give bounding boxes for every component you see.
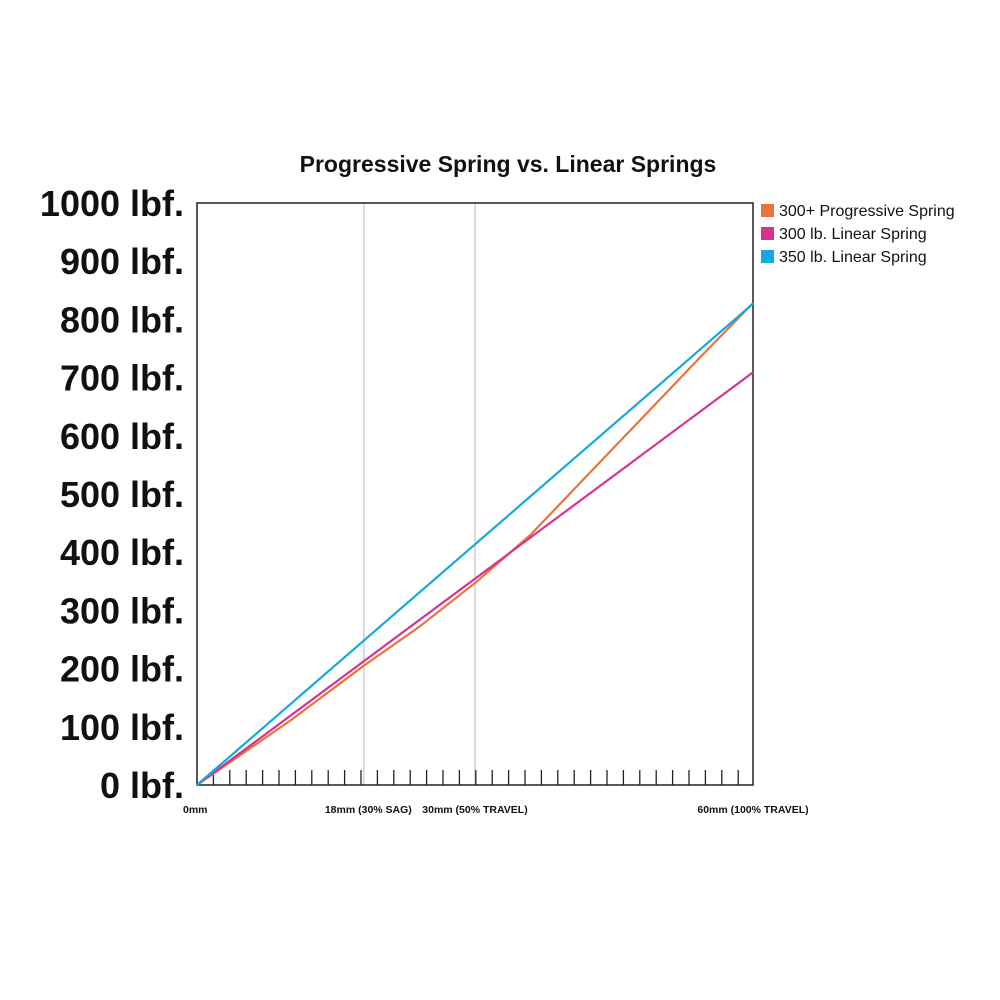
legend-label: 300+ Progressive Spring	[779, 203, 955, 220]
x-label: 60mm (100% TRAVEL)	[697, 804, 808, 816]
series-line	[196, 302, 754, 786]
y-tick-label: 400 lbf.	[60, 532, 184, 573]
y-tick-label: 500 lbf.	[60, 474, 184, 515]
y-tick-label: 900 lbf.	[60, 241, 184, 282]
x-label: 18mm (30% SAG)	[325, 804, 412, 816]
y-tick-label: 1000 lbf.	[40, 183, 184, 224]
y-tick-label: 700 lbf.	[60, 358, 184, 399]
x-tick-marks	[212, 770, 739, 785]
legend-label: 300 lb. Linear Spring	[779, 226, 927, 243]
y-tick-label: 600 lbf.	[60, 416, 184, 457]
y-tick-label: 0 lbf.	[100, 765, 184, 806]
y-tick-label: 100 lbf.	[60, 707, 184, 748]
x-label: 0mm	[183, 804, 208, 816]
x-labels: 0mm 18mm (30% SAG) 30mm (50% TRAVEL) 60mm (…	[183, 804, 809, 816]
series-lines	[196, 302, 754, 786]
legend: 300+ Progressive Spring 300 lb. Linear Sp…	[761, 203, 955, 266]
y-tick-label: 300 lbf.	[60, 590, 184, 631]
series-line	[196, 371, 754, 786]
chart-title: Progressive Spring vs. Linear Springs	[300, 151, 717, 177]
y-tick-label: 800 lbf.	[60, 299, 184, 340]
legend-swatch	[761, 250, 774, 263]
legend-swatch	[761, 227, 774, 240]
legend-label: 350 lb. Linear Spring	[779, 249, 927, 266]
plot-frame	[196, 202, 754, 786]
y-tick-labels: 0 lbf. 100 lbf. 200 lbf. 300 lbf. 400 lbf. 50…	[40, 183, 184, 806]
reference-lines	[363, 203, 476, 785]
legend-swatch	[761, 204, 774, 217]
x-label: 30mm (50% TRAVEL)	[422, 804, 527, 816]
y-tick-label: 200 lbf.	[60, 649, 184, 690]
